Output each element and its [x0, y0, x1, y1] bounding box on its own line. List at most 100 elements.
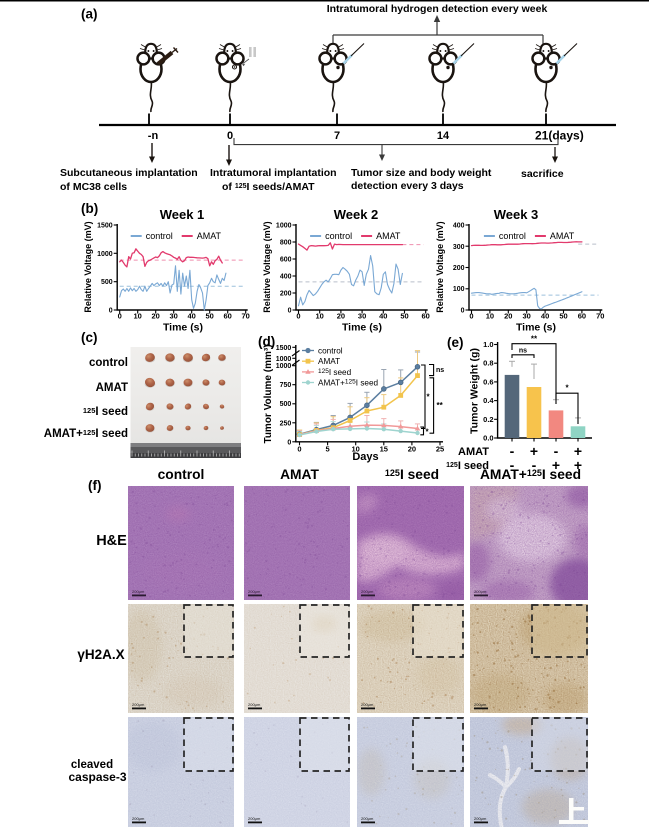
svg-text:-: -	[510, 443, 515, 459]
svg-text:H&E: H&E	[96, 533, 127, 549]
svg-text:1000: 1000	[276, 363, 292, 370]
svg-text:Tumor size and body weight: Tumor size and body weight	[351, 167, 492, 179]
svg-text:control: control	[146, 231, 173, 241]
svg-text:70: 70	[242, 311, 250, 320]
svg-text:125I seed: 125I seed	[385, 467, 439, 482]
svg-text:1000: 1000	[276, 356, 292, 363]
svg-text:sacrifice: sacrifice	[521, 168, 564, 180]
svg-text:0: 0	[297, 445, 301, 454]
svg-text:(a): (a)	[81, 7, 98, 22]
svg-text:600: 600	[280, 257, 292, 264]
svg-text:cleaved: cleaved	[71, 759, 113, 771]
svg-text:+: +	[574, 457, 582, 473]
svg-text:AMAT: AMAT	[458, 446, 489, 458]
svg-text:40: 40	[541, 311, 549, 320]
svg-text:30: 30	[358, 311, 366, 320]
svg-text:-: -	[510, 457, 515, 473]
svg-text:0: 0	[461, 308, 465, 315]
svg-text:40: 40	[379, 311, 387, 320]
svg-text:14: 14	[437, 130, 450, 142]
svg-text:control: control	[499, 231, 526, 241]
svg-text:250: 250	[280, 420, 292, 427]
svg-text:200μm: 200μm	[132, 589, 145, 594]
svg-text:**: **	[531, 335, 538, 344]
svg-text:(c): (c)	[81, 330, 98, 345]
svg-text:+: +	[552, 457, 560, 473]
svg-text:30: 30	[523, 311, 531, 320]
svg-text:-: -	[532, 457, 537, 473]
svg-text:0: 0	[287, 439, 291, 446]
svg-text:60: 60	[578, 311, 586, 320]
svg-text:AMAT: AMAT	[550, 231, 575, 241]
svg-text:detection every 3 days: detection every 3 days	[351, 180, 464, 192]
svg-text:1500: 1500	[97, 223, 113, 230]
svg-text:60: 60	[422, 311, 430, 320]
svg-text:0: 0	[227, 130, 233, 142]
svg-text:400: 400	[280, 274, 292, 281]
svg-text:Time (s): Time (s)	[342, 322, 382, 334]
svg-text:7: 7	[334, 130, 340, 142]
svg-text:40: 40	[188, 311, 196, 320]
svg-text:AMAT: AMAT	[318, 357, 340, 366]
svg-text:200μm: 200μm	[361, 589, 374, 594]
svg-text:AMAT+125I seed: AMAT+125I seed	[318, 378, 379, 387]
svg-text:(d): (d)	[258, 334, 275, 349]
svg-text:100: 100	[453, 286, 465, 293]
svg-text:30: 30	[170, 311, 178, 320]
svg-text:Relative Voltage (mV): Relative Voltage (mV)	[262, 221, 272, 312]
svg-text:AMAT: AMAT	[96, 382, 128, 394]
svg-text:*: *	[565, 384, 569, 393]
svg-text:γH2A.X: γH2A.X	[77, 647, 124, 662]
svg-text:of MC38 cells: of MC38 cells	[60, 181, 127, 193]
svg-text:125I seed: 125I seed	[446, 460, 489, 472]
svg-text:Days: Days	[352, 451, 378, 463]
svg-text:0: 0	[296, 311, 300, 320]
svg-text:1000: 1000	[97, 251, 113, 258]
svg-text:0: 0	[109, 308, 113, 315]
svg-text:125I seed: 125I seed	[318, 368, 352, 377]
svg-text:control: control	[325, 231, 352, 241]
svg-text:Intratumoral implantation: Intratumoral implantation	[210, 167, 337, 179]
svg-text:0.2: 0.2	[483, 415, 493, 424]
svg-text:0: 0	[118, 311, 122, 320]
svg-text:200μm: 200μm	[248, 816, 261, 821]
svg-text:Week 2: Week 2	[334, 207, 379, 222]
svg-text:20: 20	[408, 445, 416, 454]
svg-text:AMAT: AMAT	[376, 231, 401, 241]
svg-text:1000: 1000	[276, 223, 292, 230]
svg-text:Time (s): Time (s)	[163, 322, 203, 334]
svg-text:20: 20	[504, 311, 512, 320]
svg-text:(f): (f)	[88, 478, 102, 493]
svg-text:200μm: 200μm	[132, 816, 145, 821]
svg-text:50: 50	[206, 311, 214, 320]
svg-text:Week 1: Week 1	[160, 207, 205, 222]
svg-text:25: 25	[436, 445, 444, 454]
svg-text:20: 20	[152, 311, 160, 320]
svg-text:(b): (b)	[81, 201, 98, 216]
svg-text:70: 70	[596, 311, 604, 320]
svg-text:control: control	[89, 357, 128, 369]
svg-text:200μm: 200μm	[361, 702, 374, 707]
svg-text:caspase-3: caspase-3	[68, 770, 126, 784]
svg-text:21(days): 21(days)	[535, 129, 584, 143]
svg-text:10: 10	[486, 311, 494, 320]
svg-text:-n: -n	[148, 130, 159, 142]
svg-text:Relative Voltage (mV): Relative Voltage (mV)	[83, 221, 93, 312]
svg-text:Week 3: Week 3	[494, 207, 539, 222]
svg-text:ns: ns	[519, 348, 527, 355]
svg-text:200: 200	[280, 291, 292, 298]
svg-text:AMAT: AMAT	[197, 231, 222, 241]
svg-text:200μm: 200μm	[474, 589, 487, 594]
svg-text:(e): (e)	[447, 335, 464, 350]
svg-text:control: control	[158, 467, 205, 482]
svg-text:200μm: 200μm	[248, 702, 261, 707]
svg-text:200μm: 200μm	[474, 702, 487, 707]
svg-text:800: 800	[280, 240, 292, 247]
svg-text:+: +	[530, 443, 538, 459]
svg-text:750: 750	[280, 382, 292, 389]
svg-text:control: control	[318, 346, 343, 355]
svg-text:200μm: 200μm	[248, 589, 261, 594]
svg-text:50: 50	[400, 311, 408, 320]
svg-text:*: *	[426, 428, 430, 437]
svg-text:Intratumoral hydrogen detectio: Intratumoral hydrogen detection every we…	[327, 3, 548, 15]
